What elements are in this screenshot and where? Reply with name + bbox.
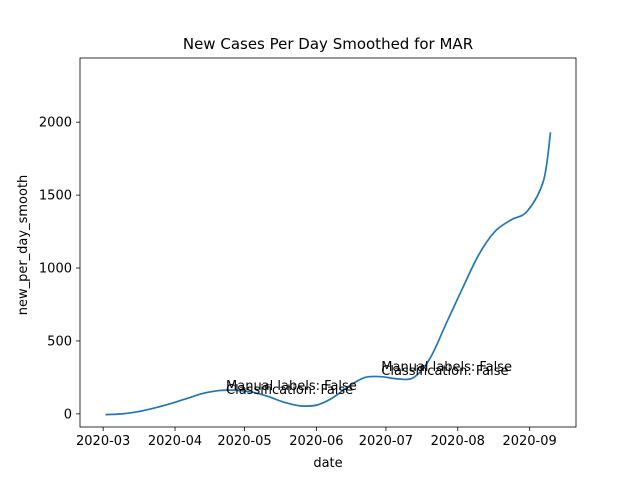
y-axis-label: new_per_day_smooth xyxy=(16,175,31,316)
annotation-text: Classification: False xyxy=(381,364,508,379)
x-axis-label: date xyxy=(313,456,342,471)
x-tick-label: 2020-06 xyxy=(289,434,343,449)
y-tick-label: 2000 xyxy=(39,116,72,131)
y-axis: 0 500 1000 1500 2000 xyxy=(39,116,80,422)
plot-area xyxy=(79,57,577,428)
chart-title: New Cases Per Day Smoothed for MAR xyxy=(183,35,473,53)
y-tick-label: 500 xyxy=(47,334,72,349)
x-tick-label: 2020-07 xyxy=(359,434,413,449)
x-tick-label: 2020-04 xyxy=(148,434,202,449)
annotation-text: Manual labels: False xyxy=(226,379,357,394)
y-tick-label: 1500 xyxy=(39,189,72,204)
series-line xyxy=(105,132,552,416)
y-tick-label: 0 xyxy=(64,407,72,422)
series-layer xyxy=(105,132,552,416)
annotation-text: Manual labels: False xyxy=(381,360,512,375)
x-tick-label: 2020-09 xyxy=(502,434,556,449)
plot-frame xyxy=(79,57,577,428)
x-tick-label: 2020-05 xyxy=(217,434,271,449)
x-axis: 2020-03 2020-04 2020-05 2020-06 2020-07 2020-… xyxy=(76,427,557,449)
x-tick-label: 2020-08 xyxy=(431,434,485,449)
annotation-text: Classification: False xyxy=(226,383,353,398)
y-tick-label: 1000 xyxy=(39,262,72,277)
x-tick-label: 2020-03 xyxy=(76,434,130,449)
